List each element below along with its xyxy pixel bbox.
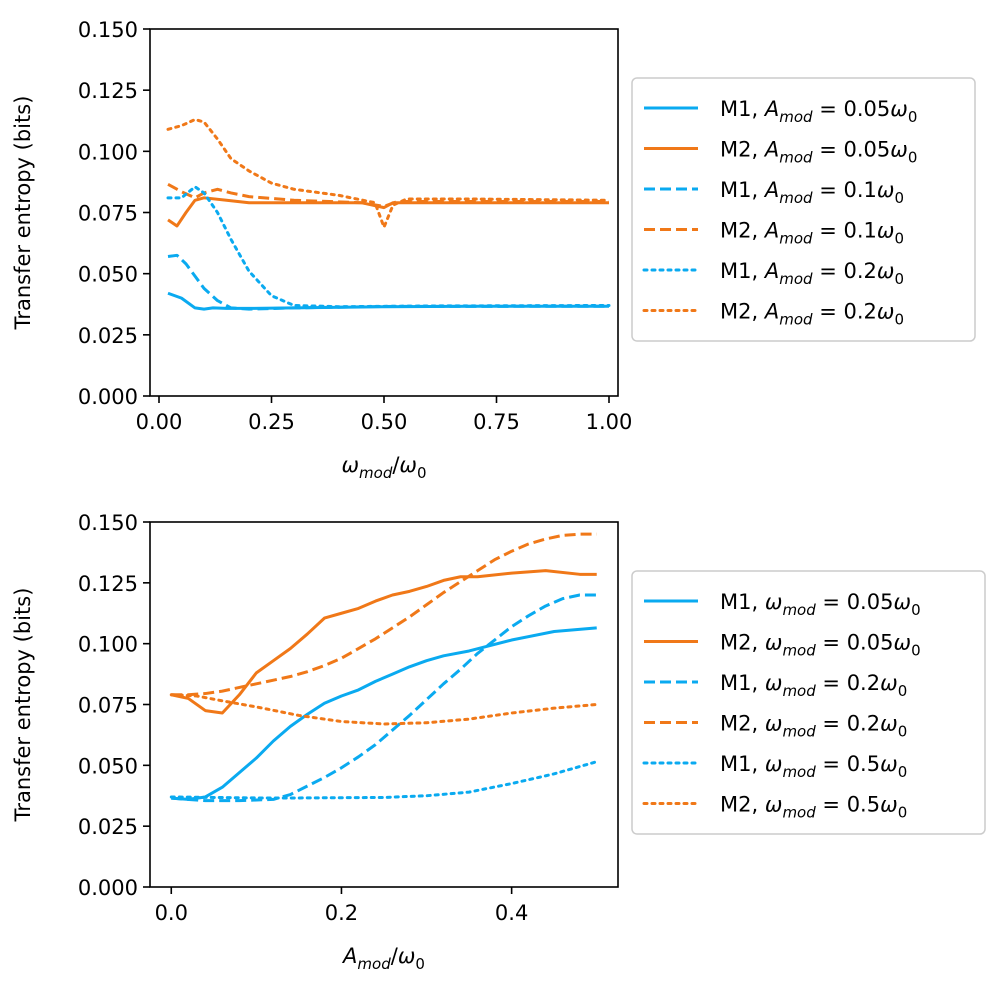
series-line-3	[171, 593, 597, 803]
legend-label-2: M2, ωmod = 0.05ω0	[720, 631, 921, 660]
y-tick-label: 0.150	[78, 18, 138, 42]
legend-box	[631, 77, 976, 342]
x-tick-label: 0.0	[155, 901, 188, 925]
y-tick-label: 0.075	[78, 202, 138, 226]
series-line-2	[170, 569, 597, 715]
y-tick-label: 0.025	[78, 324, 138, 348]
series-line-4	[171, 532, 597, 697]
legend-label-6: M2, ωmod = 0.5ω0	[720, 793, 907, 822]
x-tick-label: 1.00	[586, 410, 633, 434]
legend-label-3: M1, Amod = 0.1ω0	[720, 178, 904, 207]
legend-label-1: M1, Amod = 0.05ω0	[720, 97, 917, 126]
legend-label-4: M2, ωmod = 0.2ω0	[720, 712, 907, 741]
legend-label-4: M2, Amod = 0.1ω0	[720, 219, 904, 248]
series-line-6	[169, 693, 599, 726]
top-chart: 0.000 0.025 0.050 0.075 0.100 0.125 0.150 0.00 0…	[11, 18, 976, 482]
series-line-4	[167, 183, 609, 208]
y-tick-label: 0.150	[78, 511, 138, 535]
y-axis-title: Transfer entropy (bits)	[11, 588, 35, 823]
series-line-1	[167, 291, 609, 311]
y-tick-label: 0.050	[78, 263, 138, 287]
legend: M1, ωmod = 0.05ω0 M2, ωmod = 0.05ω0 M1, ωm…	[631, 570, 986, 835]
legend-label-1: M1, ωmod = 0.05ω0	[720, 590, 921, 619]
x-axis-title: Amod/ω0	[341, 944, 425, 973]
axes-frame	[149, 521, 619, 888]
y-tick-label: 0.100	[78, 140, 138, 164]
legend-label-5: M1, Amod = 0.2ω0	[720, 259, 904, 288]
x-axis-title: ωmod/ω0	[341, 453, 426, 482]
series-line-6	[166, 118, 611, 229]
y-tick-label: 0.050	[78, 754, 138, 778]
axes-frame	[149, 28, 619, 397]
x-tick-label: 0.75	[473, 410, 520, 434]
y-tick-label: 0.000	[78, 876, 138, 900]
y-tick-label: 0.000	[78, 385, 138, 409]
bottom-chart: 0.000 0.025 0.050 0.075 0.100 0.125 0.150 0.0 0.…	[11, 511, 986, 973]
y-tick-label: 0.075	[78, 694, 138, 718]
x-tick-label: 0.2	[325, 901, 358, 925]
y-tick-label: 0.125	[78, 572, 138, 596]
legend-label-5: M1, ωmod = 0.5ω0	[720, 752, 907, 781]
series-line-3	[167, 253, 610, 311]
legend-box	[631, 570, 986, 835]
x-tick-label: 0.00	[136, 410, 183, 434]
series-line-1	[171, 626, 597, 801]
series-line-2	[167, 196, 609, 228]
series-group	[166, 118, 611, 311]
y-tick-label: 0.125	[78, 79, 138, 103]
legend-label-2: M2, Amod = 0.05ω0	[720, 138, 917, 167]
series-line-5	[169, 760, 599, 800]
x-tick-label: 0.50	[361, 410, 408, 434]
y-tick-label: 0.025	[78, 815, 138, 839]
x-tick-label: 0.25	[248, 410, 295, 434]
legend: M1, Amod = 0.05ω0 M2, Amod = 0.05ω0 M1, Am…	[631, 77, 976, 342]
legend-label-3: M1, ωmod = 0.2ω0	[720, 671, 907, 700]
series-line-5	[166, 185, 611, 309]
legend-label-6: M2, Amod = 0.2ω0	[720, 300, 904, 329]
y-tick-label: 0.100	[78, 633, 138, 657]
series-group	[169, 532, 599, 803]
y-axis-title: Transfer entropy (bits)	[11, 96, 35, 331]
x-tick-label: 0.4	[495, 901, 528, 925]
